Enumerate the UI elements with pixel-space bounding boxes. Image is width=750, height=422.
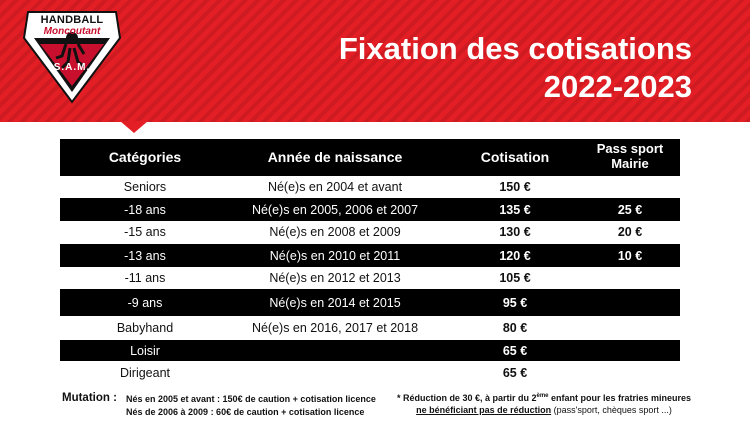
reduction-line-1: * Réduction de 30 €, à partir du 2ème en… <box>384 390 704 404</box>
reduction-note: * Réduction de 30 €, à partir du 2ème en… <box>384 390 704 416</box>
cell-category: Dirigeant <box>119 366 171 380</box>
logo-title: HANDBALL <box>40 14 104 26</box>
cell-fee: 65 € <box>502 343 528 358</box>
cell-fee: 65 € <box>502 366 528 380</box>
table-row: -13 ans Né(e)s en 2010 et 2011 120 € 10 … <box>60 244 680 267</box>
cell-fee: 135 € <box>499 202 531 217</box>
cell-birth-year: Né(e)s en 2004 et avant <box>267 179 403 194</box>
reduction-line-2: ne bénéficiant pas de réduction (pass'sp… <box>384 404 704 416</box>
header-pass-line2: Mairie <box>611 156 649 171</box>
title-line-1: Fixation des cotisations <box>338 31 692 66</box>
header-pass-sport: Pass sport Mairie <box>580 141 680 171</box>
title-line-2: 2022-2023 <box>543 69 692 104</box>
header-banner <box>0 0 750 122</box>
cell-pass <box>580 316 680 339</box>
cell-category: -9 ans <box>127 295 163 310</box>
table-row: Dirigeant 65 € <box>60 361 680 385</box>
reduction-superscript: ème <box>536 393 549 399</box>
cell-category: -18 ans <box>124 202 166 217</box>
header-birth-year: Année de naissance <box>267 149 403 165</box>
cell-category: -11 ans <box>124 270 166 285</box>
cell-fee: 120 € <box>499 248 531 263</box>
cell-category: -13 ans <box>124 248 166 263</box>
cell-birth-year: Né(e)s en 2012 et 2013 <box>269 270 401 285</box>
table-row: -9 ans Né(e)s en 2014 et 2015 95 € <box>60 289 680 316</box>
mutation-line-1: Nés en 2005 et avant : 150€ de caution +… <box>126 394 376 404</box>
table-row: -18 ans Né(e)s en 2005, 2006 et 2007 135… <box>60 198 680 221</box>
cell-birth-year <box>230 361 440 385</box>
cell-pass <box>580 176 680 197</box>
table-row: Loisir 65 € <box>60 340 680 361</box>
table-row: Seniors Né(e)s en 2004 et avant 150 € <box>60 176 680 197</box>
cell-birth-year: Né(e)s en 2016, 2017 et 2018 <box>251 320 419 335</box>
cell-category: Babyhand <box>116 320 174 335</box>
cell-pass <box>580 289 680 316</box>
cell-pass: 20 € <box>617 225 643 239</box>
logo-initials: S.A.M. <box>53 62 91 73</box>
reduction-underlined: ne bénéficiant pas de réduction <box>416 405 552 415</box>
banner-notch <box>120 121 148 133</box>
cell-fee: 150 € <box>499 179 531 194</box>
cell-birth-year: Né(e)s en 2008 et 2009 <box>269 225 401 239</box>
cell-birth-year <box>230 340 440 361</box>
cell-fee: 95 € <box>502 295 528 310</box>
reduction-text-1: * Réduction de 30 €, à partir du 2 <box>396 393 537 403</box>
cell-fee: 130 € <box>499 225 531 239</box>
club-logo: HANDBALL Moncoutant S.A.M. <box>22 8 122 104</box>
cell-birth-year: Né(e)s en 2005, 2006 et 2007 <box>251 202 419 217</box>
cell-fee: 105 € <box>499 270 531 285</box>
cell-pass: 10 € <box>617 248 643 263</box>
cell-fee: 80 € <box>502 320 528 335</box>
cell-birth-year: Né(e)s en 2010 et 2011 <box>269 248 401 263</box>
cell-pass <box>580 361 680 385</box>
table-row: -11 ans Né(e)s en 2012 et 2013 105 € <box>60 267 680 288</box>
cell-category: Seniors <box>123 179 167 194</box>
cell-birth-year: Né(e)s en 2014 et 2015 <box>269 295 401 310</box>
table-row: Babyhand Né(e)s en 2016, 2017 et 2018 80… <box>60 316 680 339</box>
logo-subtitle: Moncoutant <box>43 26 101 37</box>
logo-shield-icon <box>22 11 122 104</box>
header-category: Catégories <box>108 149 182 165</box>
reduction-text-3: (pass'sport, chèques sport ...) <box>551 405 672 415</box>
cell-category: -15 ans <box>124 225 166 239</box>
page-title: Fixation des cotisations 2022-2023 <box>339 30 692 106</box>
table-header: Catégories Année de naissance Cotisation… <box>60 139 680 176</box>
cell-pass: 25 € <box>617 202 643 217</box>
reduction-text-2: enfant pour les fratries mineures <box>548 393 692 403</box>
cell-pass <box>580 267 680 288</box>
header-fee: Cotisation <box>480 149 550 165</box>
mutation-line-2: Nés de 2006 à 2009 : 60€ de caution + co… <box>126 407 365 417</box>
cell-category: Loisir <box>130 343 160 358</box>
mutation-label: Mutation : <box>62 392 117 404</box>
cell-pass <box>580 340 680 361</box>
header-pass-line1: Pass sport <box>596 141 664 156</box>
table-row: -15 ans Né(e)s en 2008 et 2009 130 € 20 … <box>60 221 680 243</box>
